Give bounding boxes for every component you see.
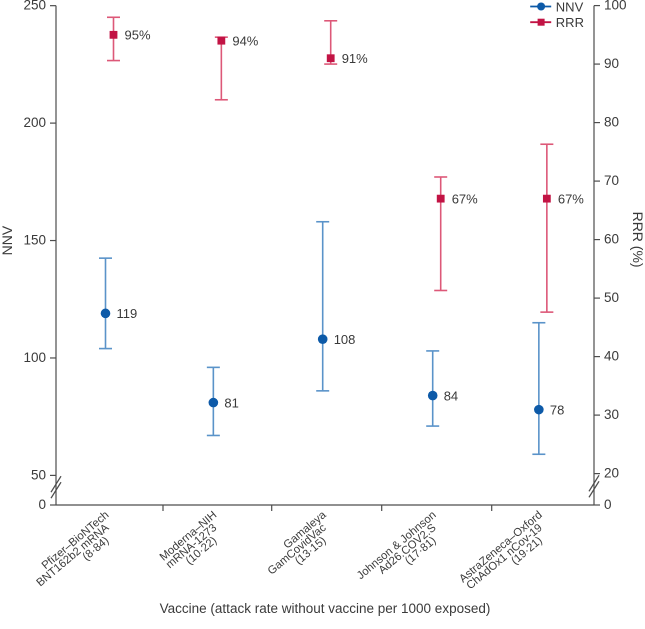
svg-text:RRR (%): RRR (%) [630, 212, 645, 268]
svg-text:60: 60 [604, 232, 619, 247]
svg-text:NNV: NNV [0, 225, 15, 255]
svg-text:81: 81 [224, 395, 238, 410]
svg-text:80: 80 [604, 115, 619, 130]
svg-text:78: 78 [550, 402, 564, 417]
svg-text:95%: 95% [125, 28, 151, 43]
svg-text:Vaccine (attack rate without v: Vaccine (attack rate without vaccine per… [160, 601, 491, 616]
svg-text:0: 0 [38, 497, 46, 512]
svg-text:70: 70 [604, 173, 619, 188]
svg-text:RRR: RRR [556, 15, 584, 30]
svg-text:100: 100 [604, 0, 627, 13]
svg-text:150: 150 [23, 233, 46, 248]
svg-text:BNT162b2 mRNA: BNT162b2 mRNA [34, 522, 111, 590]
svg-text:20: 20 [604, 466, 619, 481]
svg-text:91%: 91% [342, 51, 368, 66]
svg-text:50: 50 [604, 290, 619, 305]
svg-text:84: 84 [444, 388, 458, 403]
svg-text:50: 50 [31, 467, 46, 482]
svg-text:40: 40 [604, 349, 619, 364]
svg-text:0: 0 [604, 497, 612, 512]
svg-text:30: 30 [604, 407, 619, 422]
svg-text:67%: 67% [452, 191, 478, 206]
svg-text:94%: 94% [232, 33, 258, 48]
svg-text:250: 250 [23, 0, 46, 13]
svg-text:108: 108 [334, 332, 356, 347]
svg-text:NNV: NNV [556, 0, 584, 15]
svg-text:119: 119 [117, 306, 138, 321]
svg-text:100: 100 [23, 350, 46, 365]
svg-text:90: 90 [604, 56, 619, 71]
svg-text:67%: 67% [558, 191, 584, 206]
svg-text:ChAdOx1 nCov-19: ChAdOx1 nCov-19 [464, 522, 544, 592]
svg-text:200: 200 [23, 115, 46, 130]
